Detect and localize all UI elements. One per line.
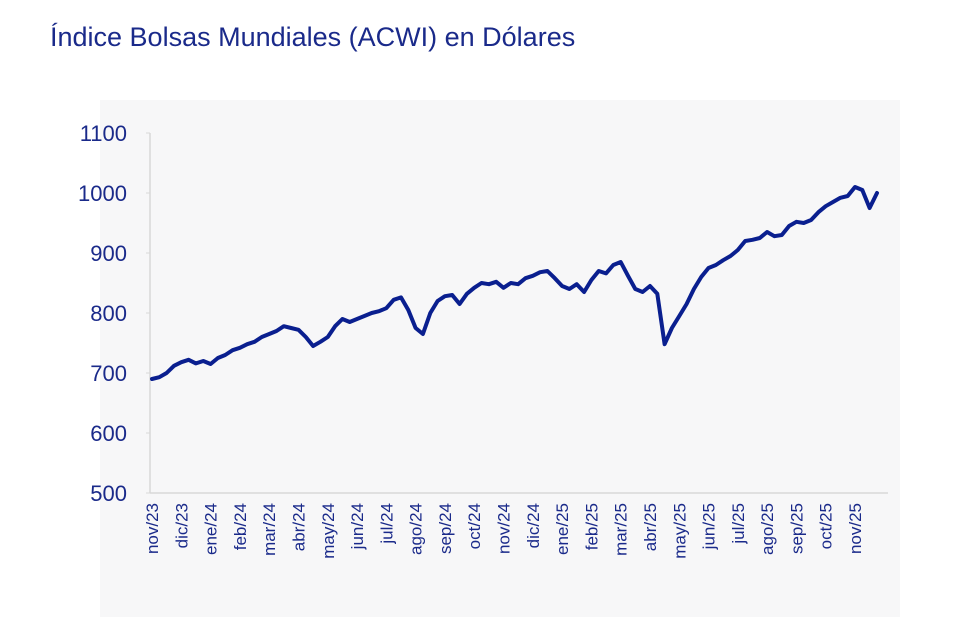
x-tick-label: may/25: [670, 503, 689, 559]
x-tick-label: abr/25: [641, 503, 660, 551]
x-tick-label: jul/24: [377, 503, 396, 545]
x-tick-label: jun/25: [700, 503, 719, 550]
x-tick-label: ene/25: [553, 503, 572, 555]
chart-title: Índice Bolsas Mundiales (ACWI) en Dólare…: [50, 22, 575, 52]
plot-background: [100, 100, 900, 617]
x-tick-label: sep/24: [436, 503, 455, 554]
x-tick-label: ago/25: [758, 503, 777, 555]
x-tick-label: oct/25: [817, 503, 836, 549]
x-tick-label: oct/24: [465, 503, 484, 549]
y-tick-label: 700: [90, 361, 127, 386]
y-tick-label: 500: [90, 481, 127, 506]
x-tick-label: abr/24: [289, 503, 308, 551]
x-tick-label: dic/23: [172, 503, 191, 548]
y-tick-label: 1000: [78, 181, 127, 206]
y-tick-label: 600: [90, 421, 127, 446]
x-tick-label: mar/24: [260, 503, 279, 556]
x-tick-label: dic/24: [524, 503, 543, 548]
x-tick-label: nov/24: [495, 503, 514, 554]
x-tick-label: nov/25: [846, 503, 865, 554]
x-tick-label: feb/24: [231, 503, 250, 550]
x-tick-label: jul/25: [729, 503, 748, 545]
x-tick-label: ago/24: [407, 503, 426, 555]
y-tick-label: 900: [90, 241, 127, 266]
x-tick-label: sep/25: [787, 503, 806, 554]
x-tick-label: nov/23: [143, 503, 162, 554]
y-tick-label: 1100: [80, 121, 127, 146]
x-tick-label: jun/24: [348, 503, 367, 550]
data-line: [150, 185, 879, 381]
x-tick-label: ene/24: [202, 503, 221, 555]
y-tick-label: 800: [90, 301, 127, 326]
x-tick-label: mar/25: [612, 503, 631, 556]
x-tick-label: may/24: [319, 503, 338, 559]
x-tick-label: feb/25: [582, 503, 601, 550]
